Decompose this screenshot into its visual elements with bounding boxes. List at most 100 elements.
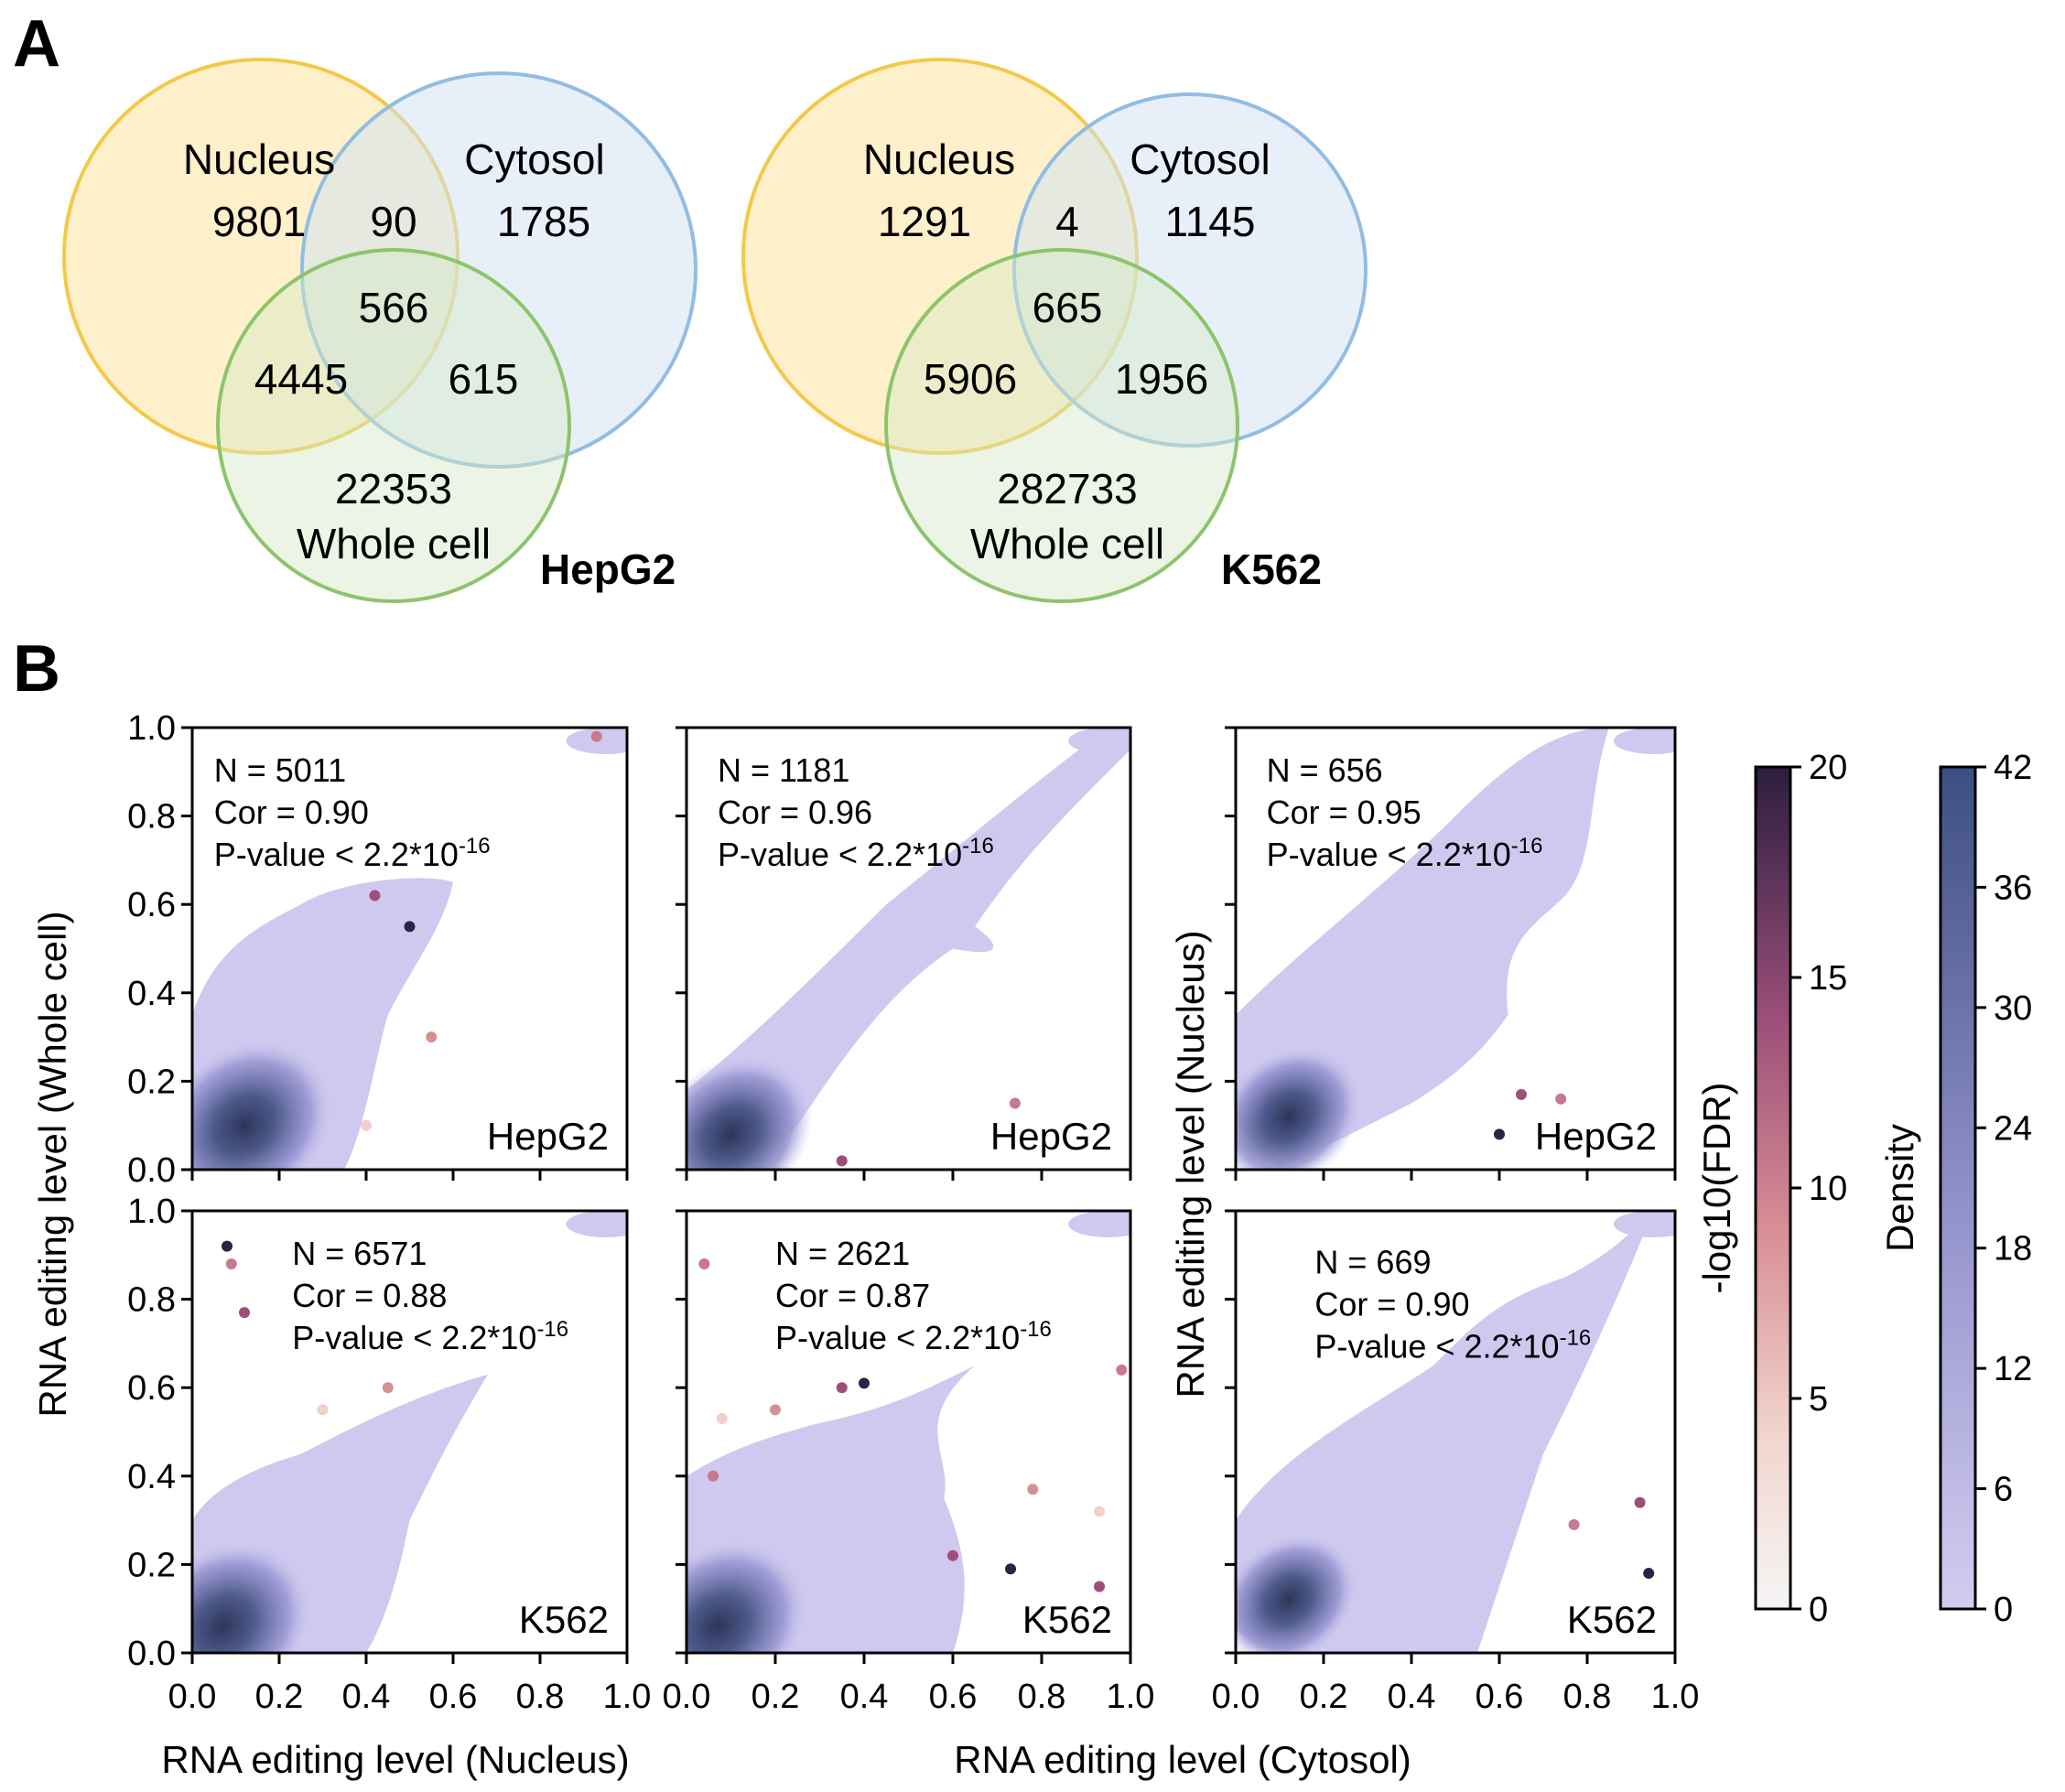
annotation-cor: Cor = 0.96 (718, 793, 872, 831)
x-tick-label: 0.2 (1300, 1678, 1348, 1716)
annotation-cor: Cor = 0.88 (292, 1277, 447, 1314)
y-axis-label-left: RNA editing level (Whole cell) (31, 911, 74, 1417)
scatter-point (836, 1382, 848, 1394)
scatter-point (361, 1119, 372, 1131)
colorbar-tick-label: 12 (1994, 1350, 2032, 1388)
x-tick-label: 1.0 (603, 1678, 652, 1716)
annotation-pvalue: P-value < 2.2*10-16 (1314, 1326, 1591, 1366)
y-axis-label-right: RNA editing level (Nucleus) (1169, 930, 1212, 1398)
venn-hepg2-nucleus-only: 9801 (212, 198, 306, 245)
colorbar-tick-label: 5 (1809, 1380, 1828, 1419)
x-tick-label: 0.0 (663, 1678, 711, 1716)
density-contour-high (1068, 1211, 1130, 1237)
venn-hepg2-whole-circle (216, 248, 571, 603)
scatter-point (590, 730, 602, 742)
scatter-point (1094, 1506, 1106, 1517)
x-tick-label: 1.0 (1651, 1678, 1700, 1716)
panel-b-letter: B (13, 632, 60, 706)
plot-frame (685, 726, 1132, 1171)
annotation-cor: Cor = 0.90 (1314, 1286, 1469, 1323)
venn-hepg2-nucleus-label: Nucleus (183, 135, 335, 183)
x-tick-label: 0.6 (429, 1678, 478, 1716)
colorbar-tick-label: 30 (1994, 989, 2032, 1028)
scatter-panel-5: 0.0 0.2 0.4 0.6 0.8 1.0 N = 2621 Cor = 0.87P-va… (663, 1209, 1154, 1716)
y-tick-label: 0.8 (127, 798, 176, 837)
cell-line-tag: K562 (519, 1598, 609, 1641)
x-tick-label: 0.0 (1212, 1678, 1260, 1716)
annotation-n: N = 2621 (775, 1235, 910, 1272)
scatter-point (1005, 1563, 1017, 1575)
density-colorbar-label: Density (1878, 1124, 1921, 1252)
x-tick-label: 0.6 (1476, 1678, 1524, 1716)
annotation-cor: Cor = 0.87 (775, 1277, 930, 1314)
scatter-point (1009, 1097, 1021, 1109)
x-tick-label: 0.8 (516, 1678, 565, 1716)
scatter-point (222, 1240, 232, 1252)
colorbar-tick-label: 36 (1994, 869, 2032, 907)
scatter-point (1568, 1518, 1580, 1530)
fdr-colorbar-label: -log10(FDR) (1695, 1082, 1738, 1293)
annotation-n: N = 6571 (292, 1235, 427, 1272)
scatter-panel-2: N = 1181 Cor = 0.96P-value < 2.2*10-16 Hep… (676, 726, 1132, 1181)
annotation-pvalue-exponent: -16 (459, 834, 491, 858)
scatter-point (1555, 1093, 1567, 1105)
x-tick-label: 0.0 (168, 1678, 217, 1716)
annotation-n: N = 656 (1267, 751, 1383, 789)
y-tick-label: 0.4 (127, 975, 176, 1013)
colorbar-tick-label: 0 (1809, 1591, 1828, 1629)
scatter-panel-6: 0.0 0.2 0.4 0.6 0.8 1.0 N = 669 Cor = 0.90P-val… (1212, 1209, 1700, 1716)
venn-hepg2-nucleus-whole: 4445 (254, 355, 348, 403)
x-tick-label: 0.8 (1018, 1678, 1066, 1716)
scatter-point (404, 921, 416, 933)
colorbar-tick-label: 42 (1994, 749, 2032, 787)
venn-hepg2-cytosol-label: Cytosol (464, 135, 604, 183)
cell-line-tag: K562 (1022, 1598, 1112, 1641)
x-axis-label-right: RNA editing level (Cytosol) (954, 1738, 1411, 1781)
scatter-point (770, 1404, 781, 1416)
annotation-n: N = 1181 (718, 751, 849, 789)
scatter-point (1516, 1088, 1527, 1100)
plot-frame (1234, 1209, 1677, 1655)
colorbar-tick-label: 6 (1994, 1471, 2013, 1509)
x-tick-label: 0.8 (1563, 1678, 1612, 1716)
cell-line-tag: K562 (1567, 1598, 1657, 1641)
venn-hepg2-whole-label: Whole cell (297, 520, 491, 567)
plot-frame (1234, 726, 1677, 1171)
scatter-point (225, 1258, 237, 1269)
scatter-point (426, 1031, 438, 1043)
venn-k562-nucleus-label: Nucleus (863, 135, 1015, 183)
density-contour (1236, 1211, 1653, 1653)
venn-k562-whole-label: Whole cell (970, 520, 1164, 567)
scatter-panel-4: 0.0 0.0 0.2 0.2 0.4 0.4 0.6 0.6 0.8 0.8 1.0 1.0 N = … (127, 1193, 652, 1716)
venn-k562-cell-line: K562 (1221, 545, 1322, 593)
density-core (1236, 1046, 1362, 1170)
scatter-point (239, 1307, 250, 1319)
y-tick-label: 0.0 (127, 1151, 176, 1190)
colorbar-tick-label: 10 (1809, 1170, 1847, 1208)
scatter-point (317, 1404, 329, 1416)
scatter-point (1634, 1496, 1646, 1508)
x-axis-label-left: RNA editing level (Nucleus) (161, 1738, 629, 1781)
y-tick-label: 0.6 (127, 886, 176, 924)
venn-k562-all-three: 665 (1032, 284, 1103, 331)
scatter-point (947, 1549, 958, 1561)
density-colorbar-bar (1939, 765, 1977, 1611)
annotation-pvalue: P-value < 2.2*10-16 (775, 1317, 1052, 1356)
venn-k562-cytosol-whole: 1956 (1115, 355, 1208, 403)
annotation-n: N = 669 (1314, 1244, 1431, 1281)
annotation-pvalue: P-value < 2.2*10-16 (1267, 834, 1543, 873)
scatter-point (1116, 1364, 1128, 1376)
y-tick-label: 0.6 (127, 1369, 176, 1408)
density-contour-high (1613, 728, 1675, 754)
annotation-pvalue: P-value < 2.2*10-16 (718, 834, 994, 873)
fdr-colorbar: -log10(FDR) 0 5 10 15 20 (1695, 749, 1847, 1629)
density-contour-high (1068, 728, 1130, 754)
scatter-point (1643, 1568, 1655, 1580)
colorbar-tick-label: 18 (1994, 1230, 2032, 1268)
cell-line-tag: HepG2 (990, 1115, 1112, 1158)
venn-hepg2-whole-only: 22353 (335, 465, 452, 513)
colorbar-tick-label: 0 (1994, 1591, 2013, 1629)
venn-k562-nucleus-cytosol: 4 (1055, 198, 1079, 245)
y-tick-label: 1.0 (127, 1193, 176, 1231)
